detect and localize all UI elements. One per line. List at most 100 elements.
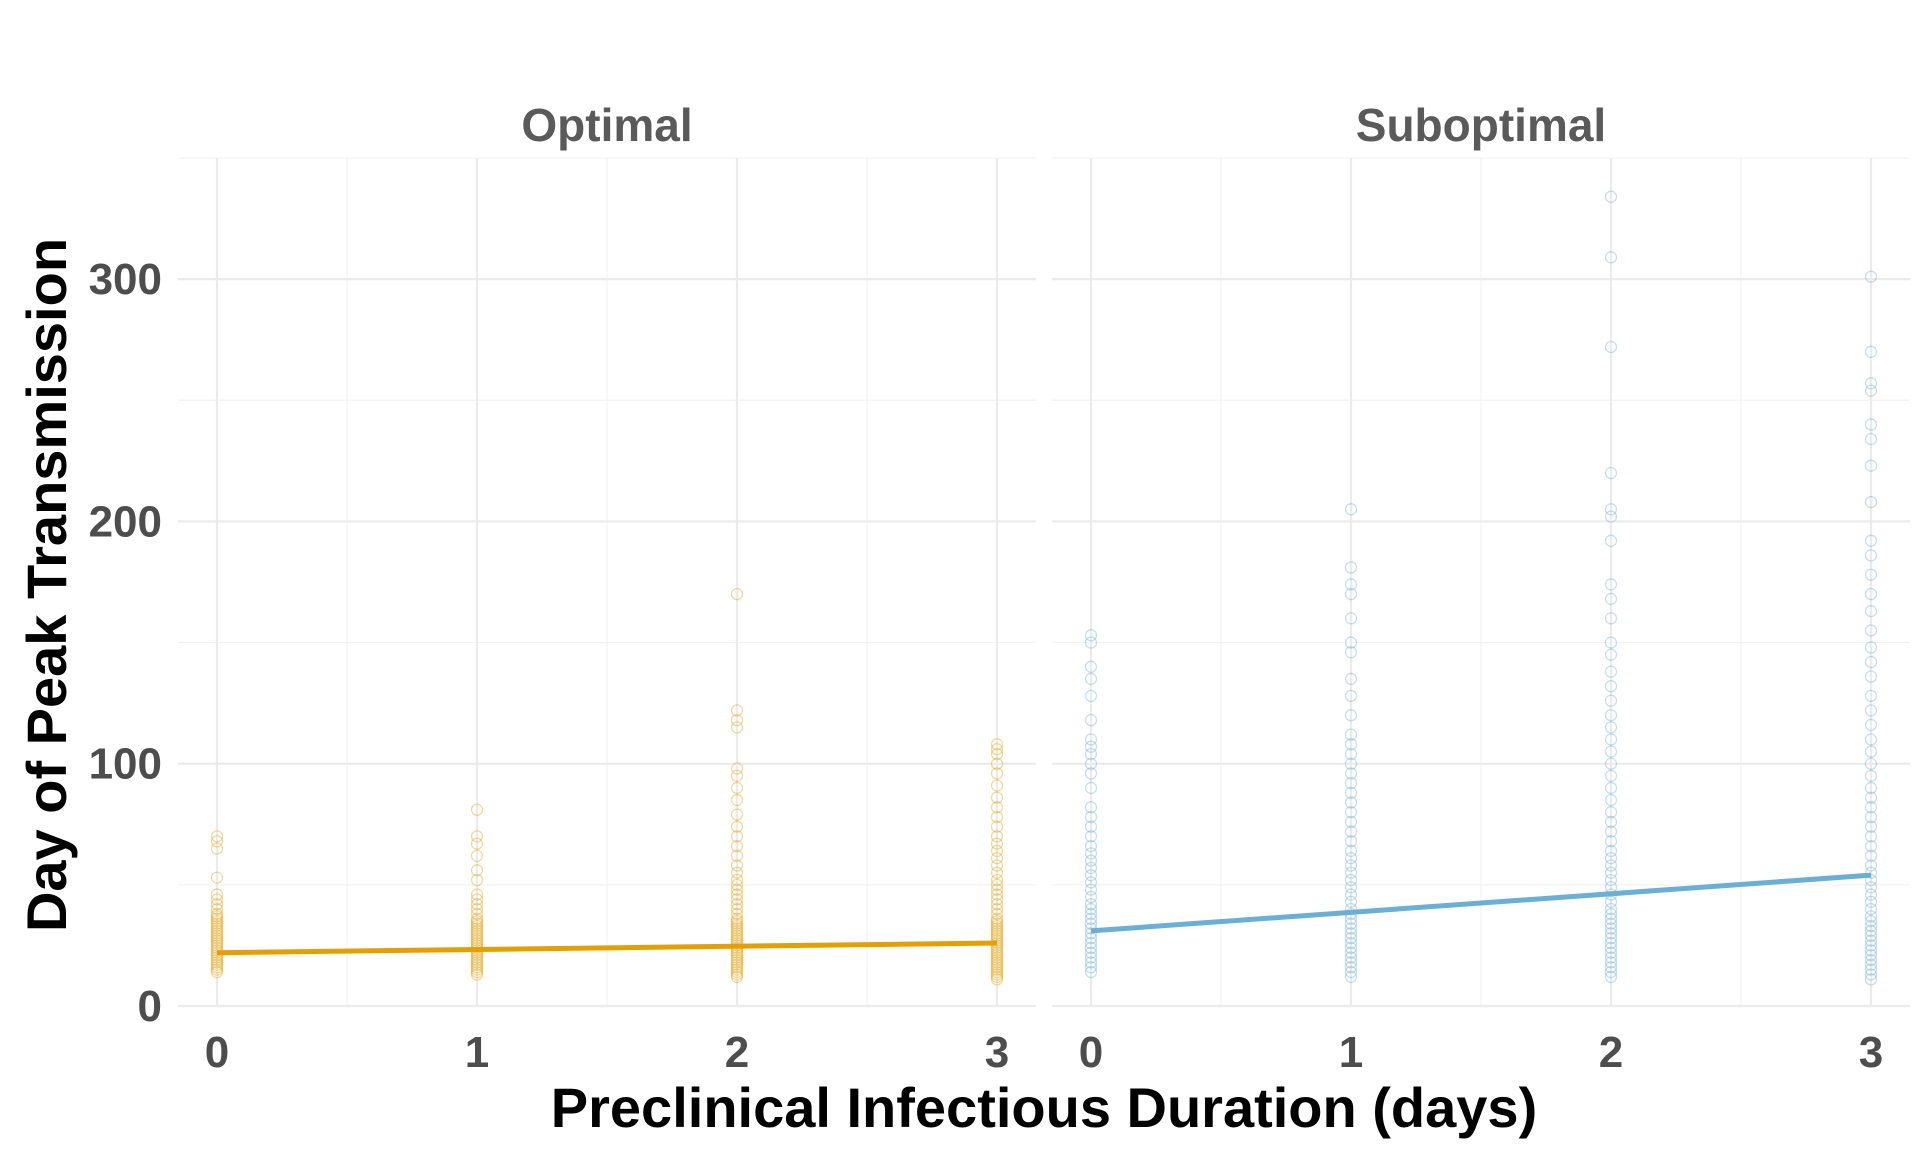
data-point <box>1864 963 1878 976</box>
data-point <box>1864 924 1878 938</box>
data-point <box>1084 767 1098 780</box>
data-point <box>1864 270 1878 283</box>
data-point <box>1864 745 1878 758</box>
data-point <box>1344 936 1358 950</box>
data-point <box>1864 568 1878 581</box>
data-point <box>1864 377 1878 390</box>
data-point <box>210 927 224 940</box>
data-point <box>1084 636 1098 649</box>
data-point <box>990 907 1004 921</box>
data-point <box>1344 612 1358 625</box>
data-point <box>1084 847 1098 860</box>
data-point <box>1604 907 1618 921</box>
data-point <box>730 922 744 935</box>
data-point <box>210 953 224 967</box>
data-point <box>730 907 744 921</box>
data-point <box>210 929 224 942</box>
data-point <box>730 970 744 984</box>
data-point <box>1604 956 1618 969</box>
data-point <box>730 898 744 911</box>
data-point <box>990 883 1004 896</box>
data-point <box>990 757 1004 770</box>
data-point <box>1864 910 1878 923</box>
data-point <box>1864 689 1878 703</box>
data-point <box>1864 791 1878 804</box>
data-point <box>470 968 484 981</box>
data-point <box>1084 781 1098 795</box>
data-point <box>1864 881 1878 894</box>
data-point <box>1864 733 1878 746</box>
data-point <box>1604 793 1618 807</box>
data-point <box>1864 418 1878 431</box>
data-point <box>1604 612 1618 625</box>
data-point <box>1864 801 1878 814</box>
data-point <box>1604 895 1618 908</box>
data-point <box>1084 713 1098 727</box>
data-point <box>470 963 484 976</box>
data-point <box>1604 534 1618 547</box>
y-axis-title: Day of Peak Transmission <box>15 238 78 932</box>
data-point <box>1344 961 1358 974</box>
data-point <box>1604 665 1618 678</box>
data-point <box>730 849 744 862</box>
data-point <box>1864 915 1878 928</box>
data-point <box>210 936 224 950</box>
data-point <box>210 842 224 855</box>
data-point <box>1604 466 1618 480</box>
data-point <box>210 922 224 935</box>
data-point <box>730 956 744 969</box>
data-point <box>470 924 484 938</box>
data-point <box>990 922 1004 935</box>
data-point <box>1084 876 1098 889</box>
data-point <box>1864 670 1878 683</box>
data-point <box>730 587 744 601</box>
data-point <box>1604 781 1618 795</box>
data-point <box>1604 873 1618 887</box>
data-point <box>730 968 744 981</box>
data-point <box>730 888 744 901</box>
data-point <box>1084 956 1098 969</box>
data-point <box>990 810 1004 824</box>
data-point <box>470 927 484 940</box>
data-point <box>470 934 484 947</box>
data-point <box>470 888 484 901</box>
data-point <box>990 898 1004 911</box>
data-point <box>1864 888 1878 901</box>
data-point <box>1084 912 1098 925</box>
data-point <box>1344 757 1358 770</box>
data-point <box>990 915 1004 928</box>
data-point <box>1344 561 1358 574</box>
data-point <box>1084 907 1098 921</box>
data-point <box>1864 704 1878 717</box>
data-point <box>1084 854 1098 867</box>
data-point <box>1084 672 1098 686</box>
data-point <box>1344 636 1358 649</box>
data-point <box>1864 549 1878 562</box>
data-point <box>1604 636 1618 649</box>
data-point <box>1604 592 1618 606</box>
data-point <box>210 912 224 925</box>
data-point <box>1604 835 1618 848</box>
data-point <box>1864 866 1878 879</box>
data-point <box>990 859 1004 872</box>
data-point <box>1084 936 1098 950</box>
data-point <box>1344 646 1358 659</box>
data-point <box>1604 721 1618 734</box>
data-point <box>1344 728 1358 741</box>
data-point <box>1084 747 1098 761</box>
data-point <box>1864 958 1878 971</box>
data-point <box>990 844 1004 858</box>
data-point <box>1084 757 1098 770</box>
data-point <box>1864 432 1878 446</box>
data-point <box>730 781 744 795</box>
y-axis-ticks: 0 100 200 300 <box>89 255 162 1031</box>
data-point <box>730 961 744 974</box>
data-point <box>990 820 1004 833</box>
x-tick-label: 3 <box>1859 1028 1883 1077</box>
data-point <box>1084 733 1098 746</box>
data-point <box>1864 839 1878 853</box>
data-point <box>990 951 1004 964</box>
data-point <box>1084 961 1098 974</box>
data-point <box>1084 830 1098 843</box>
data-point <box>1604 917 1618 930</box>
